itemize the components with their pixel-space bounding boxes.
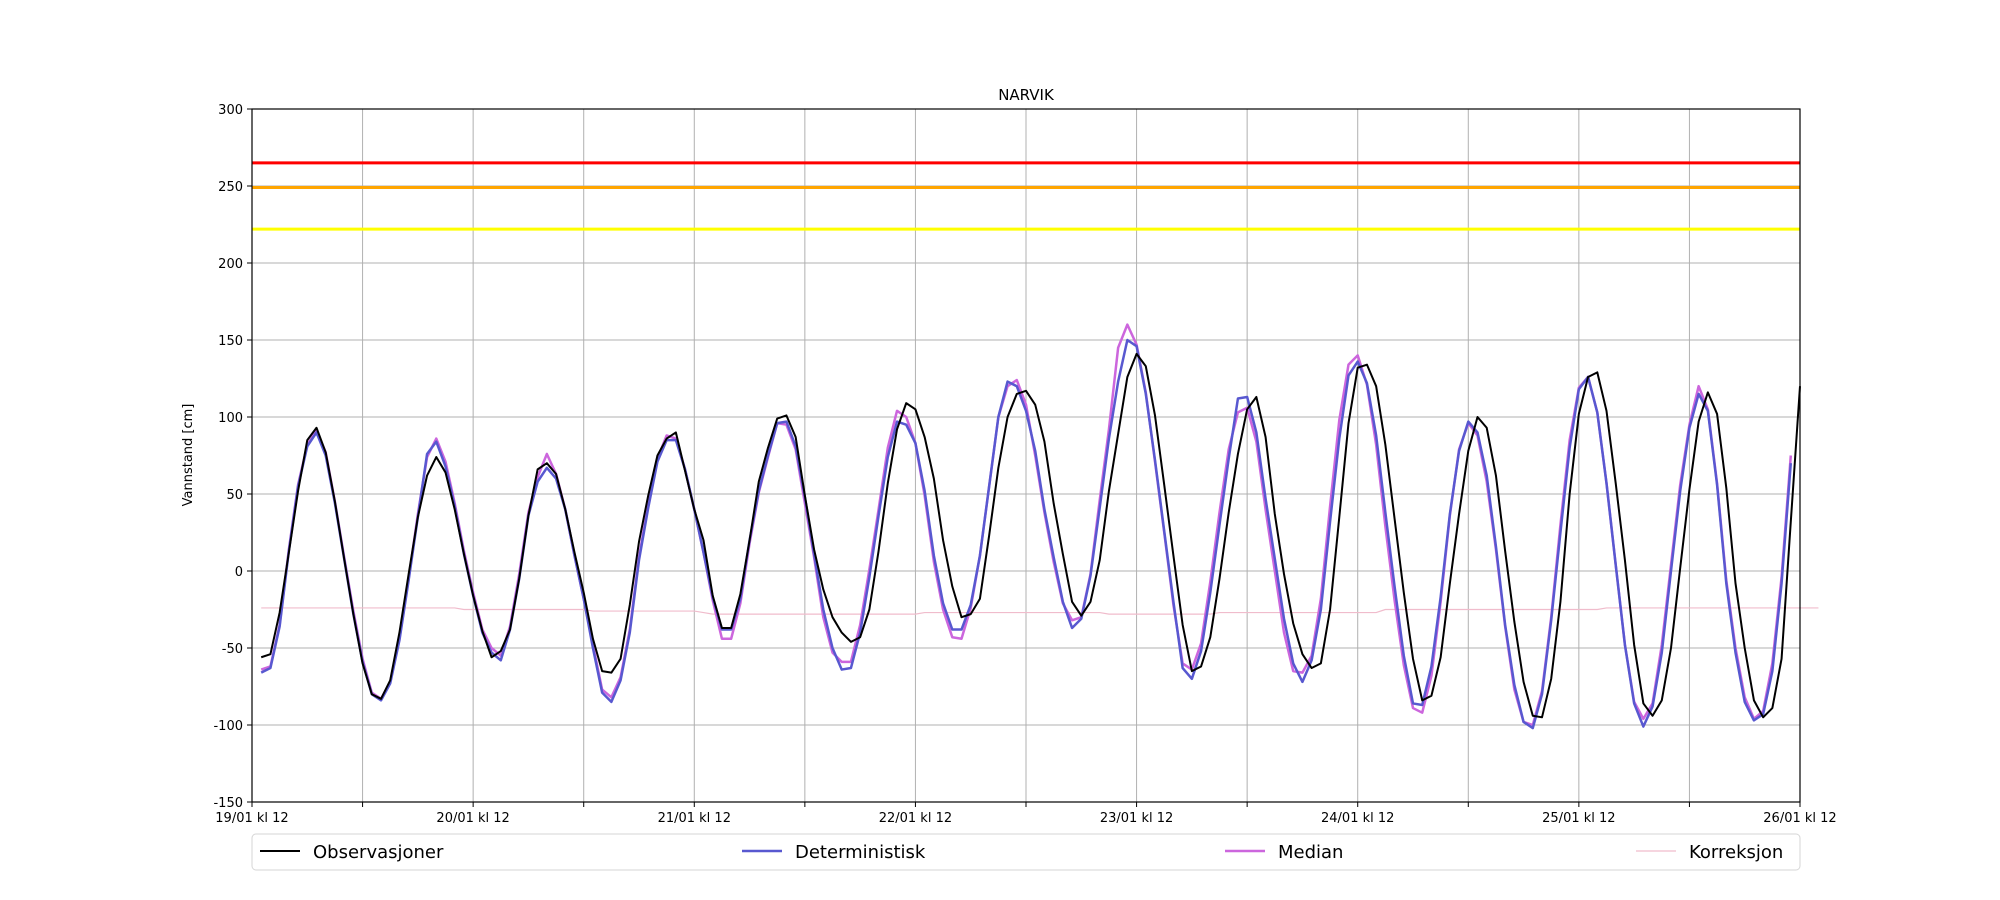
chart-title: NARVIK [998,86,1055,104]
y-tick-label: 300 [218,103,243,118]
x-tick-label: 21/01 kl 12 [658,811,731,826]
y-tick-label: 200 [218,257,243,272]
y-tick-label: -150 [213,796,243,811]
plot-area [251,108,1819,803]
legend-label: Deterministisk [795,842,926,863]
y-tick-label: -100 [213,719,243,734]
x-tick-label: 20/01 kl 12 [436,811,509,826]
series-layer [260,323,1819,730]
y-axis: -150 -100 -50 0 50 100 150 200 250 300 [213,103,252,811]
y-tick-label: -50 [222,642,243,657]
y-tick-label: 50 [226,488,243,503]
x-tick-label: 23/01 kl 12 [1100,811,1173,826]
legend-item-observasjoner: Observasjoner [260,842,444,863]
y-tick-label: 100 [218,411,243,426]
x-tick-label: 22/01 kl 12 [879,811,952,826]
y-tick-label: 150 [218,334,243,349]
x-tick-label: 26/01 kl 12 [1763,811,1836,826]
legend-item-korreksjon: Korreksjon [1636,842,1783,863]
legend: Observasjoner Deterministisk Median Korreks… [251,833,1801,871]
y-axis-title: Vannstand [cm] [181,404,196,507]
x-axis: 19/01 kl 12 20/01 kl 12 21/01 kl 12 22/01 k… [215,802,1837,826]
series-line-observasjoner [260,352,1801,719]
x-tick-label: 19/01 kl 12 [215,811,288,826]
legend-label: Median [1278,842,1343,863]
legend-item-deterministisk: Deterministisk [742,842,926,863]
legend-box [251,833,1801,871]
y-tick-label: 0 [235,565,243,580]
legend-label: Observasjoner [313,842,444,863]
x-tick-label: 25/01 kl 12 [1542,811,1615,826]
legend-label: Korreksjon [1689,842,1783,863]
y-tick-label: 250 [218,180,243,195]
legend-item-median: Median [1225,842,1343,863]
threshold-layer [252,161,1800,231]
x-tick-label: 24/01 kl 12 [1321,811,1394,826]
